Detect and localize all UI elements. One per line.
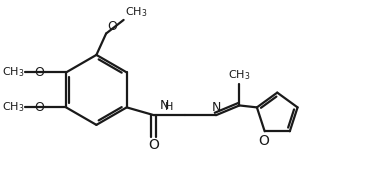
Text: CH$_3$: CH$_3$ — [2, 101, 24, 114]
Text: O: O — [258, 134, 269, 148]
Text: N: N — [211, 101, 221, 114]
Text: CH$_3$: CH$_3$ — [2, 66, 24, 79]
Text: O: O — [107, 20, 117, 33]
Text: CH$_3$: CH$_3$ — [228, 68, 251, 82]
Text: O: O — [34, 66, 44, 79]
Text: O: O — [34, 101, 44, 114]
Text: O: O — [149, 139, 159, 153]
Text: N: N — [160, 99, 169, 112]
Text: H: H — [165, 102, 174, 112]
Text: CH$_3$: CH$_3$ — [125, 5, 147, 19]
